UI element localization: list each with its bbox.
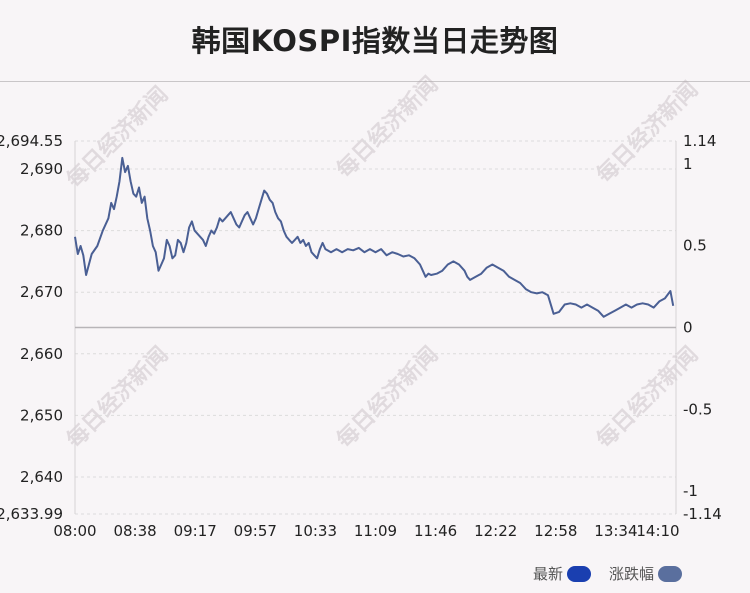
chart-title: 韩国KOSPI指数当日走势图 bbox=[191, 24, 559, 58]
legend: 最新 bbox=[533, 563, 592, 584]
legend-label-change: 涨跌幅 bbox=[609, 565, 655, 583]
x-tick-label: 12:58 bbox=[534, 522, 577, 540]
y-left-tick-label: 2,690 bbox=[20, 160, 63, 178]
y-left-tick-label: 2,694.55 bbox=[0, 132, 63, 150]
y-left-tick-label: 2,670 bbox=[20, 283, 63, 301]
grid-lines bbox=[75, 140, 676, 515]
x-tick-label: 08:38 bbox=[113, 522, 156, 540]
y-left-tick-label: 2,650 bbox=[20, 406, 63, 424]
y-right-tick-label: 0.5 bbox=[683, 237, 707, 255]
y-right-tick-label: 0 bbox=[683, 319, 693, 337]
x-tick-label: 11:09 bbox=[354, 522, 397, 540]
y-left-tick-label: 2,660 bbox=[20, 345, 63, 363]
y-right-tick-label: -0.5 bbox=[683, 400, 712, 418]
x-tick-label: 14:10 bbox=[636, 522, 679, 540]
legend: 涨跌幅 bbox=[609, 563, 683, 584]
y-left-tick-label: 2,680 bbox=[20, 222, 63, 240]
x-tick-label: 12:22 bbox=[474, 522, 517, 540]
y-right-tick-label: 1 bbox=[683, 155, 693, 173]
legend-swatch-change bbox=[658, 565, 683, 582]
x-tick-label: 10:33 bbox=[294, 522, 337, 540]
x-tick-label: 09:57 bbox=[234, 522, 277, 540]
y-left-tick-label: 2,633.99 bbox=[0, 505, 63, 523]
y-right-tick-label: 1.14 bbox=[683, 132, 716, 150]
y-right-tick-label: -1 bbox=[683, 482, 698, 500]
x-tick-label: 09:17 bbox=[174, 522, 217, 540]
x-tick-label: 13:34 bbox=[594, 522, 637, 540]
tick-labels: 2,694.55 2,690 2,680 2,670 2,660 2,650 2,640 2,… bbox=[0, 132, 722, 540]
x-tick-label: 11:46 bbox=[414, 522, 457, 540]
series-layer bbox=[74, 156, 675, 318]
legend-swatch-latest bbox=[567, 565, 592, 582]
series-line-latest bbox=[74, 156, 675, 318]
x-tick-label: 08:00 bbox=[53, 522, 96, 540]
axes bbox=[74, 141, 677, 514]
legend-label-latest: 最新 bbox=[533, 565, 564, 583]
title-divider bbox=[0, 81, 750, 82]
y-left-tick-label: 2,640 bbox=[20, 468, 63, 486]
y-right-tick-label: -1.14 bbox=[683, 505, 722, 523]
